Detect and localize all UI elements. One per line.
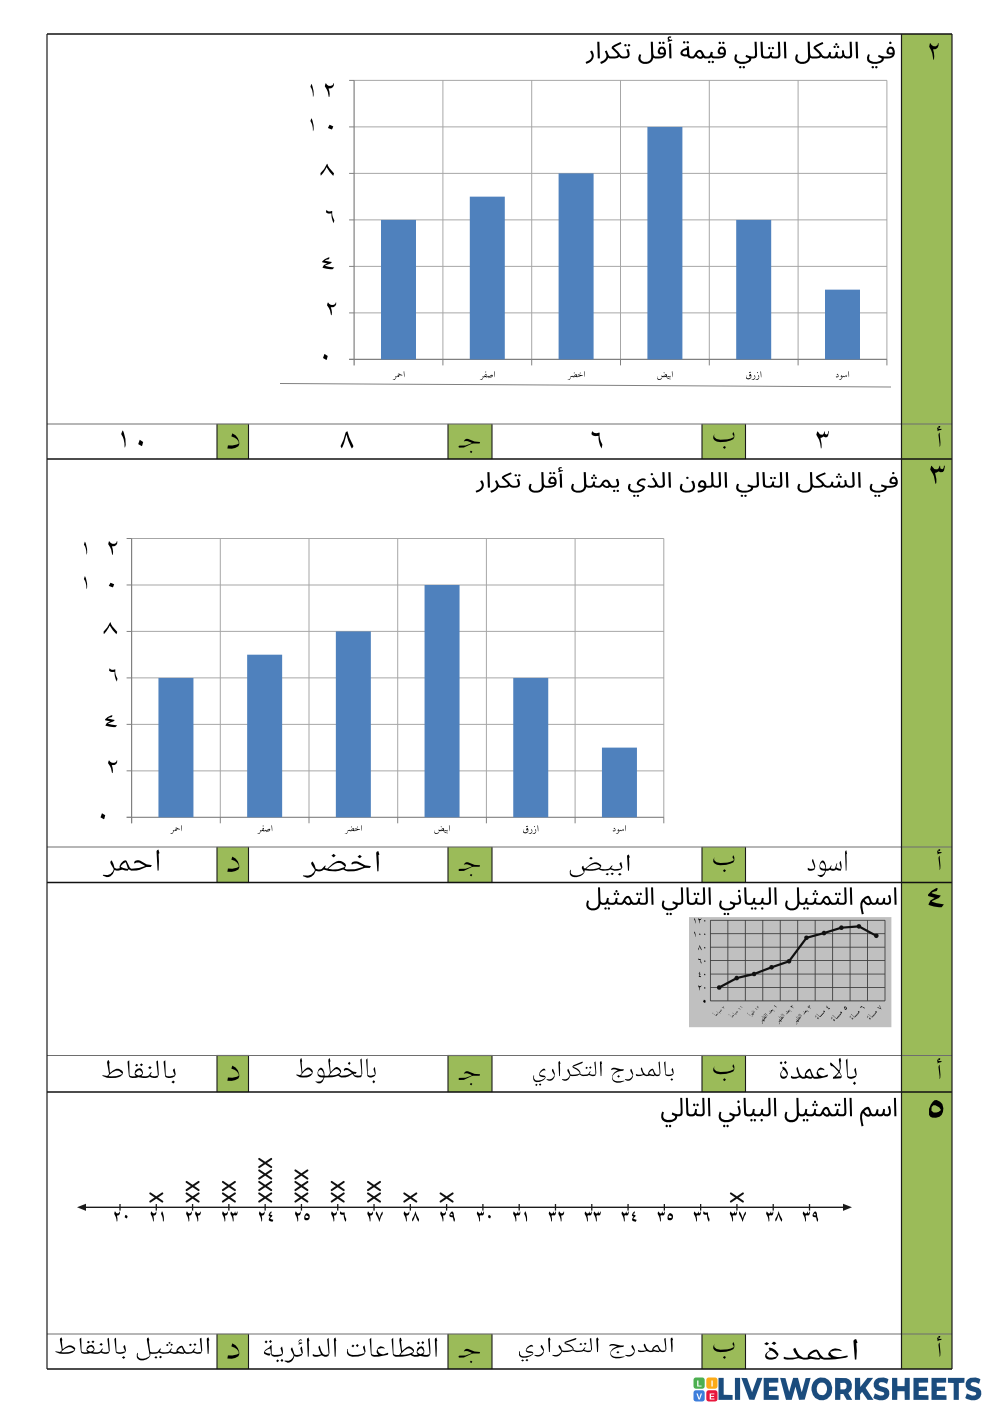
svg-text:E: E <box>709 1392 715 1402</box>
svg-text:I: I <box>711 1379 713 1389</box>
svg-text:L: L <box>697 1379 702 1389</box>
svg-text:V: V <box>696 1392 702 1402</box>
